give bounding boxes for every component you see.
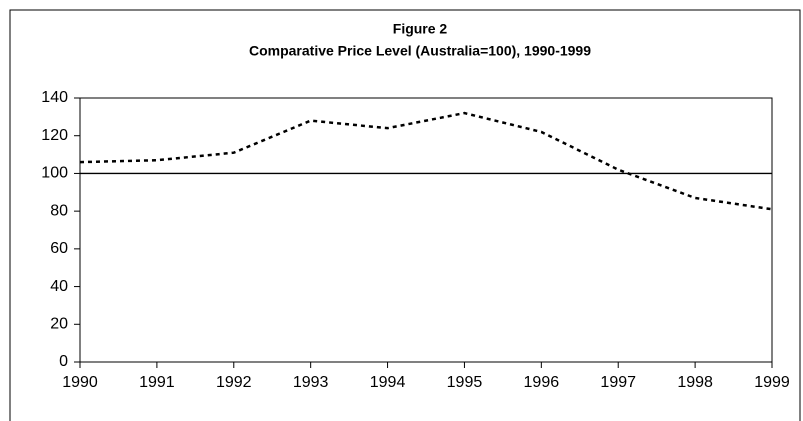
x-tick-label: 1993 xyxy=(293,374,329,391)
x-tick-label: 1991 xyxy=(139,374,175,391)
x-tick-label: 1992 xyxy=(216,374,252,391)
y-tick-label: 140 xyxy=(41,89,68,106)
x-tick-label: 1999 xyxy=(754,374,790,391)
y-tick-label: 20 xyxy=(50,316,68,333)
x-tick-label: 1997 xyxy=(600,374,636,391)
y-tick-label: 80 xyxy=(50,202,68,219)
chart-title: Figure 2 xyxy=(393,21,448,37)
series-line xyxy=(79,111,773,211)
x-tick-label: 1995 xyxy=(447,374,483,391)
y-tick-label: 120 xyxy=(41,127,68,144)
plot-frame xyxy=(79,97,773,363)
x-tick-label: 1994 xyxy=(370,374,406,391)
x-tick-label: 1990 xyxy=(62,374,98,391)
chart-subtitle: Comparative Price Level (Australia=100),… xyxy=(249,43,591,59)
chart-border xyxy=(9,9,801,421)
y-tick-label: 0 xyxy=(59,353,68,370)
y-tick-label: 100 xyxy=(41,165,68,182)
x-tick-label: 1998 xyxy=(677,374,713,391)
y-tick-label: 60 xyxy=(50,240,68,257)
y-tick-label: 40 xyxy=(50,278,68,295)
x-tick-label: 1996 xyxy=(524,374,560,391)
